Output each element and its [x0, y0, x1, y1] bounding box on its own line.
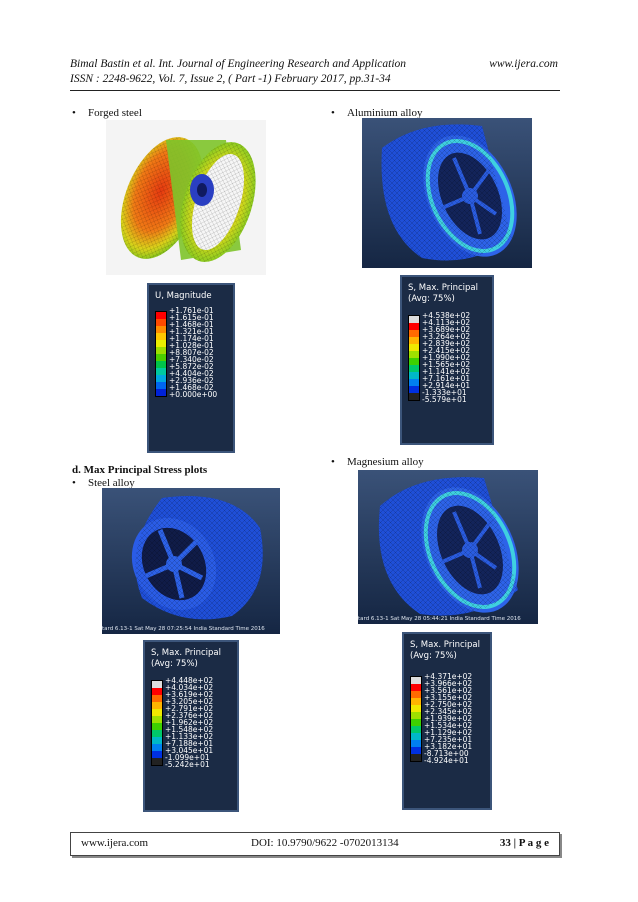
legend-value: +0.000e+00 — [169, 390, 218, 399]
caption-steel-alloy: • Steel alloy — [72, 477, 135, 489]
header-journal: Bimal Bastin et al. Int. Journal of Engi… — [70, 58, 558, 70]
steel-alloy-stress-plot: tard 6.13-1 Sat May 28 07:25:54 India St… — [102, 488, 280, 634]
legend-value: +2.936e-02 — [169, 376, 214, 385]
legend-value: +7.340e-02 — [169, 355, 214, 364]
legend-value: -8.713e+00 — [424, 749, 469, 758]
header-rule — [70, 90, 560, 91]
bullet-icon: • — [331, 456, 335, 468]
legend-value: +3.966e+02 — [424, 679, 473, 688]
legend-value: +1.548e+02 — [165, 725, 214, 734]
legend-value: +3.155e+02 — [424, 693, 473, 702]
legend-value: +1.141e+02 — [422, 367, 471, 376]
legend-value: +1.129e+02 — [424, 728, 473, 737]
legend-value: +1.615e-01 — [169, 313, 214, 322]
legend-value: +3.619e+02 — [165, 690, 214, 699]
legend-title: S, Max. Principal (Avg: 75%) — [410, 640, 480, 661]
caption-aluminium-alloy: • Aluminium alloy — [331, 107, 423, 119]
legend-value: +2.750e+02 — [424, 700, 473, 709]
header-website[interactable]: www.ijera.com — [489, 58, 558, 70]
legend-value: +1.321e-01 — [169, 327, 214, 336]
page-footer: www.ijera.com DOI: 10.9790/9622 -0702013… — [70, 832, 560, 856]
legend-value: +2.791e+02 — [165, 704, 214, 713]
legend-value: +2.914e+01 — [422, 381, 471, 390]
legend-forged-steel: U, Magnitude +1.761e-01 +1.615e-01 +1.46… — [147, 283, 235, 453]
header-citation: Bimal Bastin et al. Int. Journal of Engi… — [70, 58, 407, 70]
caption-forged-steel: • Forged steel — [72, 107, 142, 119]
legend-value: +8.807e-02 — [169, 348, 214, 357]
legend-value: +1.133e+02 — [165, 732, 214, 741]
legend-values: +4.371e+02 +3.966e+02 +3.561e+02 +3.155e… — [424, 672, 473, 765]
legend-values: +1.761e-01 +1.615e-01 +1.468e-01 +1.321e… — [169, 306, 218, 399]
legend-value: +1.174e-01 — [169, 334, 214, 343]
legend-value: +3.182e+01 — [424, 742, 473, 751]
legend-aluminium-alloy: S, Max. Principal (Avg: 75%) +4.538e+02 … — [400, 275, 494, 445]
legend-value: +3.689e+02 — [422, 325, 471, 334]
legend-value: +1.468e-01 — [169, 320, 214, 329]
abaqus-timestamp: tard 6.13-1 Sat May 28 07:25:54 India St… — [102, 626, 265, 632]
footer-doi: DOI: 10.9790/9622 -0702013134 — [251, 837, 399, 849]
legend-value: +4.034e+02 — [165, 683, 214, 692]
legend-value: +3.264e+02 — [422, 332, 471, 341]
legend-value: +7.161e+01 — [422, 374, 471, 383]
header-issn: ISSN : 2248-9622, Vol. 7, Issue 2, ( Par… — [70, 73, 391, 85]
legend-value: +3.045e+01 — [165, 746, 214, 755]
legend-value: +4.113e+02 — [422, 318, 471, 327]
legend-title: S, Max. Principal (Avg: 75%) — [408, 283, 478, 304]
legend-value: +1.761e-01 — [169, 306, 214, 315]
legend-value: +1.565e+02 — [422, 360, 471, 369]
legend-value: +2.839e+02 — [422, 339, 471, 348]
legend-value: +1.962e+02 — [165, 718, 214, 727]
legend-value: +1.534e+02 — [424, 721, 473, 730]
legend-value: -1.099e+01 — [165, 753, 210, 762]
legend-title: S, Max. Principal (Avg: 75%) — [151, 648, 221, 669]
legend-value: +4.404e-02 — [169, 369, 214, 378]
legend-value: -5.242e+01 — [165, 760, 210, 769]
caption-magnesium-alloy: • Magnesium alloy — [331, 456, 424, 468]
footer-website[interactable]: www.ijera.com — [81, 837, 149, 849]
legend-value: +1.468e-02 — [169, 383, 214, 392]
legend-steel-alloy: S, Max. Principal (Avg: 75%) +4.448e+02 … — [143, 640, 239, 812]
legend-value: +2.415e+02 — [422, 346, 471, 355]
legend-values: +4.538e+02 +4.113e+02 +3.689e+02 +3.264e… — [422, 311, 471, 404]
legend-value: -1.333e+01 — [422, 388, 467, 397]
legend-color-bands — [410, 676, 422, 762]
legend-value: +7.188e+01 — [165, 739, 214, 748]
legend-value: +1.990e+02 — [422, 353, 471, 362]
legend-value: +1.028e-01 — [169, 341, 214, 350]
legend-value: -5.579e+01 — [422, 395, 467, 404]
legend-color-bands — [155, 311, 167, 397]
legend-values: +4.448e+02 +4.034e+02 +3.619e+02 +3.205e… — [165, 676, 214, 769]
aluminium-alloy-stress-plot — [362, 118, 532, 268]
legend-value: +3.205e+02 — [165, 697, 214, 706]
footer-page-number: 33 | P a g e — [499, 837, 549, 849]
bullet-icon: • — [72, 107, 76, 119]
legend-value: +2.376e+02 — [165, 711, 214, 720]
legend-value: +4.371e+02 — [424, 672, 473, 681]
legend-color-bands — [408, 315, 420, 401]
legend-value: -4.924e+01 — [424, 756, 469, 765]
bullet-icon: • — [72, 477, 76, 489]
section-heading: d. Max Principal Stress plots — [72, 464, 208, 476]
legend-color-bands — [151, 680, 163, 766]
legend-title: U, Magnitude — [155, 291, 212, 301]
legend-value: +4.448e+02 — [165, 676, 214, 685]
legend-value: +5.872e-02 — [169, 362, 214, 371]
magnesium-alloy-stress-plot: tard 6.13-1 Sat May 28 05:44:21 India St… — [358, 470, 538, 624]
abaqus-timestamp: tard 6.13-1 Sat May 28 05:44:21 India St… — [358, 616, 521, 622]
legend-value: +3.561e+02 — [424, 686, 473, 695]
bullet-icon: • — [331, 107, 335, 119]
forged-steel-displacement-plot — [106, 120, 266, 275]
legend-magnesium-alloy: S, Max. Principal (Avg: 75%) +4.371e+02 … — [402, 632, 492, 810]
legend-value: +2.345e+02 — [424, 707, 473, 716]
legend-value: +7.235e+01 — [424, 735, 473, 744]
legend-value: +1.939e+02 — [424, 714, 473, 723]
legend-value: +4.538e+02 — [422, 311, 471, 320]
